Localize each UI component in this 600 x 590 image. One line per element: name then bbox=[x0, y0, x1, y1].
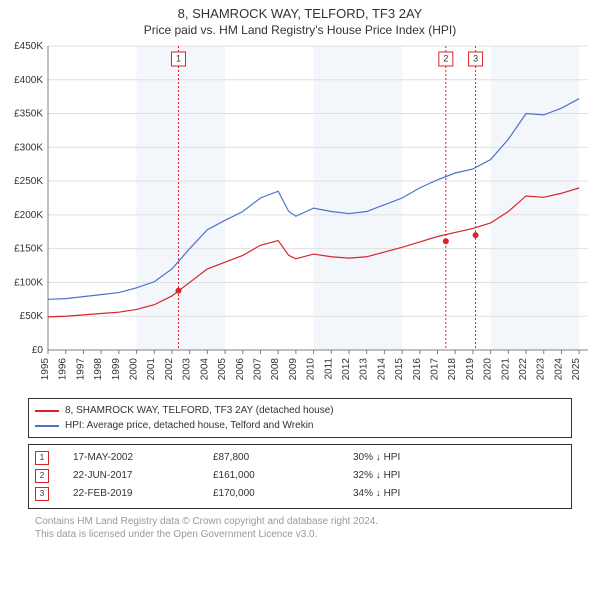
legend-sale-date: 22-JUN-2017 bbox=[73, 467, 213, 485]
legend-sale-diff: 30% ↓ HPI bbox=[353, 449, 565, 467]
chart-titles: 8, SHAMROCK WAY, TELFORD, TF3 2AY Price … bbox=[0, 0, 600, 38]
attribution-line2: This data is licensed under the Open Gov… bbox=[35, 528, 565, 541]
svg-text:2012: 2012 bbox=[341, 358, 352, 381]
legend-sale-badge: 2 bbox=[35, 469, 49, 483]
svg-text:2014: 2014 bbox=[376, 358, 387, 381]
svg-text:2007: 2007 bbox=[252, 358, 263, 381]
svg-text:2015: 2015 bbox=[394, 358, 405, 381]
svg-text:£400K: £400K bbox=[14, 75, 43, 86]
svg-text:£250K: £250K bbox=[14, 177, 43, 188]
legend-series-row: 8, SHAMROCK WAY, TELFORD, TF3 2AY (detac… bbox=[35, 403, 565, 418]
legend-sale-price: £161,000 bbox=[213, 467, 353, 485]
svg-text:1: 1 bbox=[176, 54, 181, 64]
svg-text:2019: 2019 bbox=[465, 358, 476, 381]
legend-sale-date: 22-FEB-2019 bbox=[73, 485, 213, 503]
svg-text:2022: 2022 bbox=[518, 358, 529, 381]
svg-text:2: 2 bbox=[443, 54, 448, 64]
svg-text:2001: 2001 bbox=[146, 358, 157, 381]
svg-text:2024: 2024 bbox=[553, 358, 564, 381]
svg-text:£300K: £300K bbox=[14, 143, 43, 154]
svg-text:£200K: £200K bbox=[14, 210, 43, 221]
svg-text:3: 3 bbox=[473, 54, 478, 64]
svg-text:1997: 1997 bbox=[75, 358, 86, 381]
svg-text:£150K: £150K bbox=[14, 244, 43, 255]
svg-text:2000: 2000 bbox=[129, 358, 140, 381]
svg-text:£50K: £50K bbox=[20, 312, 44, 323]
svg-text:£0: £0 bbox=[32, 345, 44, 356]
svg-text:1998: 1998 bbox=[93, 358, 104, 381]
svg-text:2008: 2008 bbox=[270, 358, 281, 381]
line-chart: £0 £50K £100K £150K £200K £250K £300K £350K £400… bbox=[0, 38, 600, 398]
svg-text:1999: 1999 bbox=[111, 358, 122, 381]
legend-sale-row: 3 22-FEB-2019£170,00034% ↓ HPI bbox=[35, 485, 565, 503]
legend-sale-price: £170,000 bbox=[213, 485, 353, 503]
svg-text:2011: 2011 bbox=[323, 358, 334, 380]
attribution: Contains HM Land Registry data © Crown c… bbox=[35, 515, 565, 541]
svg-text:2006: 2006 bbox=[235, 358, 246, 381]
title-line2: Price paid vs. HM Land Registry's House … bbox=[0, 23, 600, 39]
legend-sales: 1 17-MAY-2002£87,80030% ↓ HPI 2 22-JUN-2017… bbox=[28, 444, 572, 509]
svg-text:1995: 1995 bbox=[40, 358, 51, 381]
svg-text:2018: 2018 bbox=[447, 358, 458, 381]
svg-text:2003: 2003 bbox=[182, 358, 193, 381]
legend-sale-row: 1 17-MAY-2002£87,80030% ↓ HPI bbox=[35, 449, 565, 467]
legend-sale-diff: 32% ↓ HPI bbox=[353, 467, 565, 485]
svg-text:2013: 2013 bbox=[359, 358, 370, 381]
svg-text:£100K: £100K bbox=[14, 278, 43, 289]
legend-label: HPI: Average price, detached house, Telf… bbox=[65, 418, 314, 433]
legend-sale-date: 17-MAY-2002 bbox=[73, 449, 213, 467]
legend-sale-row: 2 22-JUN-2017£161,00032% ↓ HPI bbox=[35, 467, 565, 485]
svg-text:£350K: £350K bbox=[14, 109, 43, 120]
svg-text:2025: 2025 bbox=[571, 358, 582, 381]
attribution-line1: Contains HM Land Registry data © Crown c… bbox=[35, 515, 565, 528]
legend-series: 8, SHAMROCK WAY, TELFORD, TF3 2AY (detac… bbox=[28, 398, 572, 438]
legend-series-row: HPI: Average price, detached house, Telf… bbox=[35, 418, 565, 433]
svg-text:2004: 2004 bbox=[199, 358, 210, 381]
svg-text:2021: 2021 bbox=[500, 358, 511, 381]
svg-text:2002: 2002 bbox=[164, 358, 175, 381]
svg-text:2023: 2023 bbox=[536, 358, 547, 381]
svg-text:2020: 2020 bbox=[483, 358, 494, 381]
legend-sale-diff: 34% ↓ HPI bbox=[353, 485, 565, 503]
legend-sale-badge: 3 bbox=[35, 487, 49, 501]
legend-label: 8, SHAMROCK WAY, TELFORD, TF3 2AY (detac… bbox=[65, 403, 334, 418]
svg-text:2017: 2017 bbox=[430, 358, 441, 381]
svg-text:2010: 2010 bbox=[306, 358, 317, 381]
svg-text:£450K: £450K bbox=[14, 41, 43, 52]
svg-text:2016: 2016 bbox=[412, 358, 423, 381]
legend-sale-price: £87,800 bbox=[213, 449, 353, 467]
svg-text:2009: 2009 bbox=[288, 358, 299, 381]
title-line1: 8, SHAMROCK WAY, TELFORD, TF3 2AY bbox=[0, 6, 600, 23]
legend-sale-badge: 1 bbox=[35, 451, 49, 465]
svg-text:1996: 1996 bbox=[58, 358, 69, 381]
svg-text:2005: 2005 bbox=[217, 358, 228, 381]
legend-swatch bbox=[35, 425, 59, 427]
legend-swatch bbox=[35, 410, 59, 412]
chart-area: £0 £50K £100K £150K £200K £250K £300K £350K £400… bbox=[0, 38, 600, 398]
